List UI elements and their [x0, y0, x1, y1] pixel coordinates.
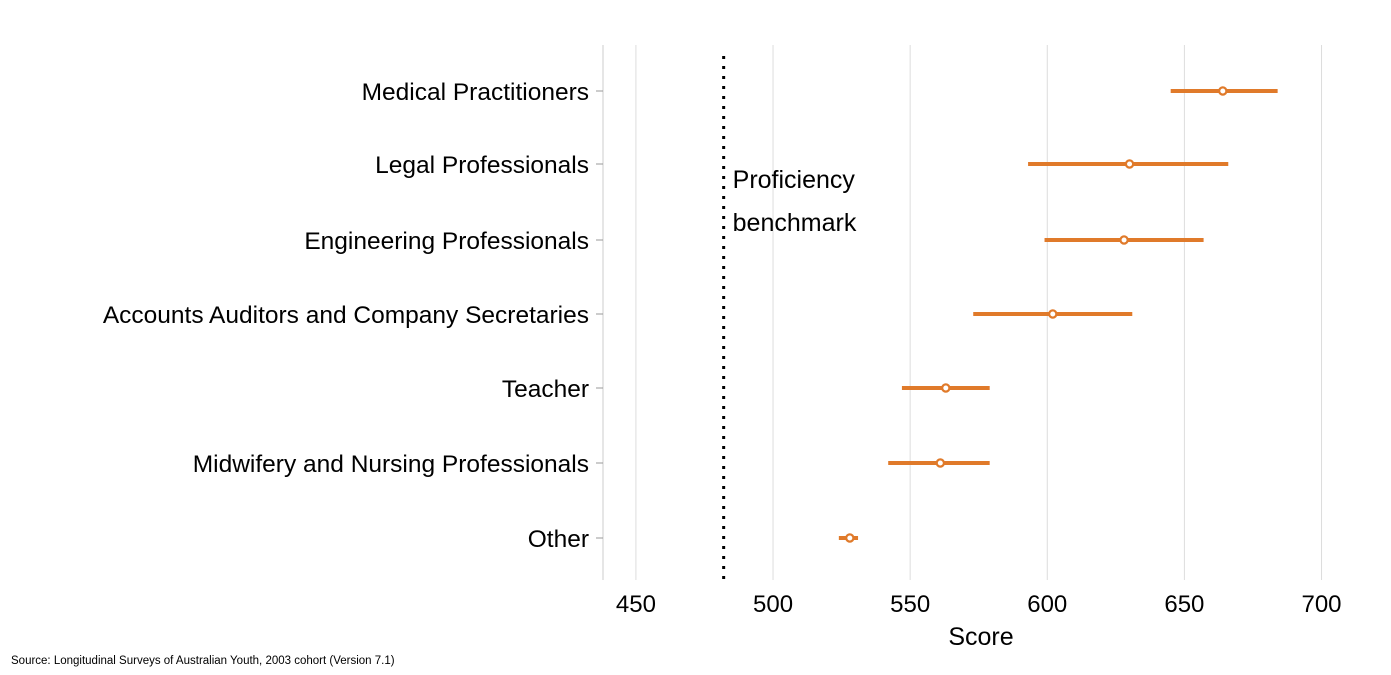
point-estimate	[1119, 235, 1129, 245]
x-axis-ticks: 450 500 550 600 650 700	[616, 591, 1342, 618]
y-axis-categories: Medical Practitioners Legal Professionals…	[103, 79, 603, 553]
x-tick-label-500: 500	[753, 591, 793, 618]
point-estimate	[935, 458, 946, 468]
x-tick-label-550: 550	[890, 591, 930, 618]
category-label: Medical Practitioners	[362, 79, 589, 106]
category-label: Other	[528, 526, 589, 553]
x-axis-title: Score	[948, 623, 1013, 650]
benchmark-group: Proficiency benchmark	[722, 56, 857, 582]
benchmark-label-line-2: benchmark	[733, 209, 857, 237]
category-label: Accounts Auditors and Company Secretarie…	[103, 302, 589, 329]
forest-plot: Proficiency benchmark 450 500 550 600 650 700…	[103, 45, 1342, 650]
point-estimate	[1218, 86, 1228, 96]
category-label: Engineering Professionals	[304, 228, 589, 255]
x-tick-label-650: 650	[1164, 591, 1204, 618]
point-estimate	[1124, 159, 1135, 169]
grid-lines	[635, 45, 1323, 580]
source-note: Source: Longitudinal Surveys of Australi…	[11, 655, 395, 667]
category-label: Teacher	[502, 376, 589, 403]
benchmark-label-line-1: Proficiency	[733, 166, 856, 194]
point-estimate	[1048, 309, 1058, 319]
point-estimate	[845, 533, 855, 543]
category-label: Legal Professionals	[375, 152, 589, 179]
x-tick-label-700: 700	[1301, 591, 1341, 618]
point-estimate	[941, 383, 951, 393]
category-label: Midwifery and Nursing Professionals	[193, 451, 589, 478]
x-tick-label-450: 450	[616, 591, 656, 618]
x-tick-label-600: 600	[1027, 591, 1067, 618]
data-marks	[838, 86, 1278, 543]
